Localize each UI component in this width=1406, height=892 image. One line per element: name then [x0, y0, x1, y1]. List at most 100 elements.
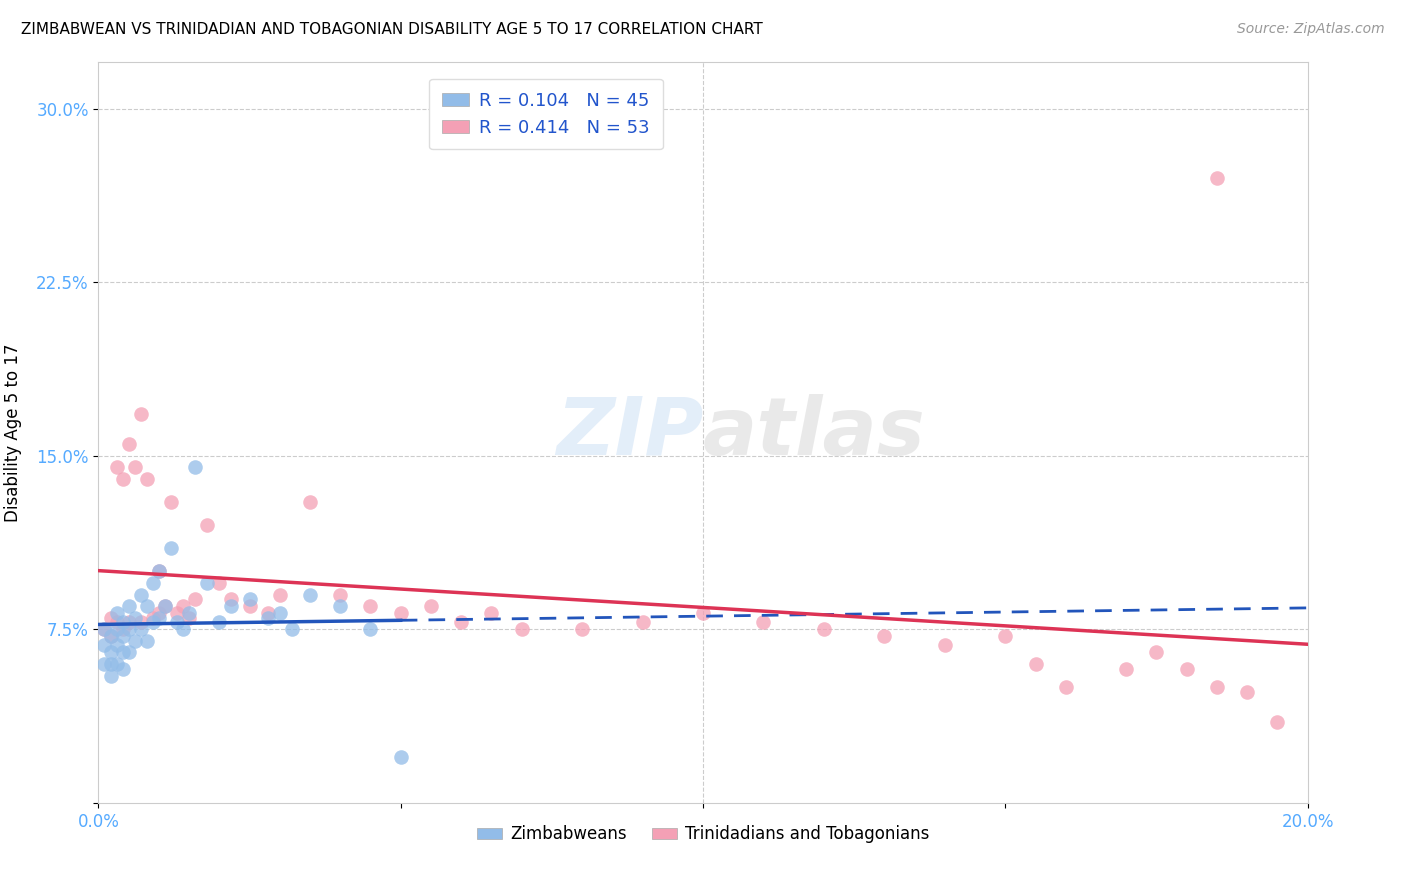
Point [105, 639, 128, 653]
Point [221, 592, 243, 607]
Point [148, 606, 170, 620]
Point [184, 460, 207, 475]
Point [153, 599, 176, 614]
Point [142, 610, 165, 624]
Point [135, 599, 157, 614]
Point [256, 610, 278, 624]
Point [129, 588, 152, 602]
Point [111, 615, 134, 630]
Point [111, 629, 134, 643]
Text: ZIP: ZIP [555, 393, 703, 472]
Point [631, 615, 654, 630]
Point [105, 615, 128, 630]
Legend: Zimbabweans, Trinidadians and Tobagonians: Zimbabweans, Trinidadians and Tobagonian… [470, 819, 936, 850]
Point [105, 657, 128, 671]
Point [148, 565, 170, 579]
Point [148, 610, 170, 624]
Point [692, 606, 714, 620]
Text: ZIMBABWEAN VS TRINIDADIAN AND TOBAGONIAN DISABILITY AGE 5 TO 17 CORRELATION CHAR: ZIMBABWEAN VS TRINIDADIAN AND TOBAGONIAN… [21, 22, 763, 37]
Point [93, 639, 115, 653]
Point [93, 622, 115, 636]
Point [124, 610, 146, 624]
Point [100, 629, 122, 643]
Point [360, 622, 382, 636]
Point [100, 610, 122, 624]
Point [360, 599, 382, 614]
Point [1054, 680, 1077, 694]
Point [124, 633, 146, 648]
Point [221, 599, 243, 614]
Point [299, 495, 322, 509]
Point [510, 622, 533, 636]
Point [100, 629, 122, 643]
Point [420, 599, 443, 614]
Point [299, 588, 322, 602]
Point [105, 606, 128, 620]
Point [118, 599, 141, 614]
Point [179, 606, 201, 620]
Point [118, 615, 141, 630]
Point [269, 606, 291, 620]
Point [256, 606, 278, 620]
Point [111, 472, 134, 486]
Point [172, 599, 194, 614]
Point [481, 606, 503, 620]
Text: Source: ZipAtlas.com: Source: ZipAtlas.com [1237, 22, 1385, 37]
Point [124, 460, 146, 475]
Point [1206, 680, 1229, 694]
Point [93, 657, 115, 671]
Point [129, 407, 152, 421]
Point [118, 645, 141, 659]
Point [160, 541, 183, 556]
Point [195, 576, 218, 591]
Point [184, 592, 207, 607]
Point [389, 749, 412, 764]
Point [873, 629, 896, 643]
Point [105, 622, 128, 636]
Point [111, 645, 134, 659]
Y-axis label: Disability Age 5 to 17: Disability Age 5 to 17 [4, 343, 22, 522]
Point [450, 615, 472, 630]
Point [239, 599, 262, 614]
Point [208, 576, 231, 591]
Point [160, 495, 183, 509]
Point [105, 460, 128, 475]
Point [329, 599, 352, 614]
Point [329, 588, 352, 602]
Point [208, 615, 231, 630]
Point [1267, 714, 1289, 729]
Point [281, 622, 304, 636]
Point [118, 622, 141, 636]
Point [1144, 645, 1167, 659]
Point [148, 565, 170, 579]
Point [1206, 171, 1229, 186]
Point [195, 518, 218, 533]
Point [166, 615, 188, 630]
Point [100, 657, 122, 671]
Point [111, 622, 134, 636]
Point [93, 622, 115, 636]
Point [1236, 685, 1258, 699]
Point [153, 599, 176, 614]
Point [1175, 662, 1198, 676]
Point [100, 668, 122, 682]
Point [111, 662, 134, 676]
Point [172, 622, 194, 636]
Point [142, 615, 165, 630]
Point [752, 615, 775, 630]
Point [239, 592, 262, 607]
Point [100, 645, 122, 659]
Point [135, 633, 157, 648]
Point [1024, 657, 1046, 671]
Point [129, 622, 152, 636]
Point [994, 629, 1017, 643]
Point [1115, 662, 1137, 676]
Point [129, 615, 152, 630]
Point [269, 588, 291, 602]
Point [135, 472, 157, 486]
Point [571, 622, 593, 636]
Text: atlas: atlas [703, 393, 925, 472]
Point [934, 639, 956, 653]
Point [813, 622, 835, 636]
Point [179, 610, 201, 624]
